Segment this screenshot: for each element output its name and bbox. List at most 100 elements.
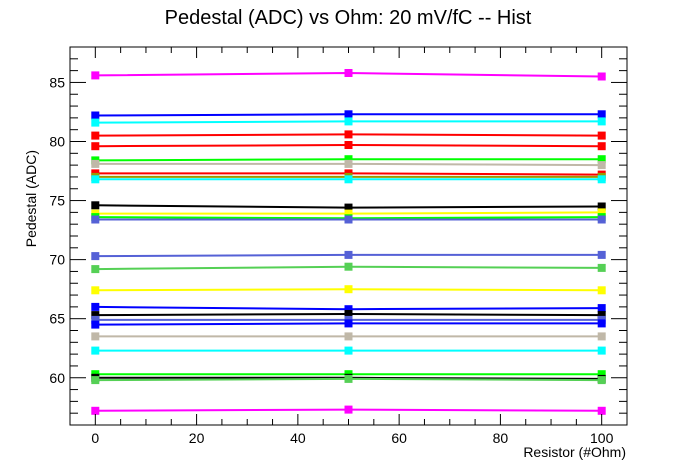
series-20-point-0 (91, 320, 100, 329)
series-11-point-2 (597, 208, 606, 217)
series-26-point-0 (91, 406, 100, 415)
series-26-point-2 (597, 406, 606, 415)
x-axis: 0 20 40 60 80 100 (69, 47, 628, 446)
x-tick-label: 0 (91, 430, 99, 446)
series-15-point-0 (91, 265, 100, 274)
series-25-point-1 (344, 374, 353, 383)
x-tick-label: 40 (290, 430, 306, 446)
series-6-point-2 (597, 161, 606, 170)
series-10-point-0 (91, 201, 100, 210)
x-tick-label: 60 (391, 430, 407, 446)
series-22-point-2 (597, 346, 606, 355)
series-0-point-1 (344, 69, 353, 77)
series-18-point-2 (597, 311, 606, 320)
series-9 (91, 175, 606, 184)
x-tick-label: 80 (493, 430, 509, 446)
series-14 (91, 250, 606, 261)
series-16-point-1 (344, 285, 353, 294)
series-13-point-0 (91, 215, 100, 224)
series-10-point-1 (344, 203, 353, 212)
series-5-point-2 (597, 155, 606, 164)
series-20 (91, 319, 606, 329)
y-tick-label: 80 (49, 134, 65, 150)
series-15-point-1 (344, 262, 353, 271)
series-9-point-0 (91, 175, 100, 184)
series-1-point-2 (597, 110, 606, 119)
x-tick-label: 20 (189, 430, 205, 446)
series-25-point-2 (597, 376, 606, 385)
y-tick-label: 65 (49, 311, 65, 327)
chart-title: Pedestal (ADC) vs Ohm: 20 mV/fC -- Hist (165, 7, 532, 29)
series-20-point-2 (597, 319, 606, 328)
series-2-point-0 (91, 118, 100, 127)
y-tick-label: 85 (49, 74, 65, 90)
series-2-point-1 (344, 117, 353, 126)
series-4 (91, 141, 606, 151)
series-17 (91, 302, 606, 314)
series-16 (91, 285, 606, 295)
series-2-point-2 (597, 117, 606, 126)
series-18 (91, 310, 606, 320)
x-tick-label: 100 (590, 430, 614, 446)
series-3-point-1 (344, 130, 353, 139)
series-19-point-0 (91, 315, 100, 324)
series-18-point-1 (344, 310, 353, 318)
y-tick-label: 60 (49, 370, 65, 386)
series-21-point-0 (91, 332, 100, 341)
series-10 (91, 201, 606, 212)
series-17-point-0 (91, 302, 100, 311)
series-9-point-2 (597, 175, 606, 184)
series-5-point-1 (344, 155, 353, 164)
series-21 (91, 332, 606, 341)
series-20-point-1 (344, 319, 353, 328)
series-3-point-2 (597, 131, 606, 140)
series-1-point-0 (91, 111, 100, 120)
series-9-point-1 (344, 175, 353, 184)
y-axis: 60 65 70 75 80 85 (49, 46, 627, 426)
series-22 (91, 346, 606, 355)
series-16-point-2 (597, 286, 606, 295)
x-axis-label: Resistor (#Ohm) (523, 444, 626, 460)
y-tick-label: 70 (49, 252, 65, 268)
series-15 (91, 262, 606, 274)
plot-frame (69, 46, 628, 426)
series-26 (91, 405, 606, 415)
y-axis-label: Pedestal (ADC) (23, 150, 39, 247)
series-13-point-2 (597, 215, 606, 224)
series-14-point-1 (344, 250, 353, 259)
series-23-point-2 (597, 370, 606, 379)
series-2 (91, 117, 606, 127)
series-17-point-1 (344, 305, 353, 314)
series-6-point-0 (91, 159, 100, 168)
series-6-point-1 (344, 159, 353, 168)
series-22-point-0 (91, 346, 100, 355)
series-1-point-1 (344, 110, 353, 119)
series-3 (91, 130, 606, 140)
series-10-point-2 (597, 202, 606, 211)
series-15-point-2 (597, 263, 606, 272)
series-4-point-0 (91, 142, 100, 151)
series-25-point-0 (91, 376, 100, 385)
series-3-point-0 (91, 131, 100, 140)
series-0-point-2 (597, 72, 606, 81)
series-18-point-0 (91, 311, 100, 320)
y-tick-label: 75 (49, 193, 65, 209)
series-11-point-1 (344, 209, 353, 218)
series-22-point-1 (344, 346, 353, 355)
series-layer (91, 69, 606, 415)
series-14-point-2 (597, 250, 606, 259)
series-14-point-0 (91, 252, 100, 261)
series-26-point-1 (344, 405, 353, 414)
series-21-point-2 (597, 332, 606, 341)
series-0-point-0 (91, 71, 100, 80)
series-21-point-1 (344, 332, 353, 341)
series-1 (91, 110, 606, 120)
series-4-point-1 (344, 141, 353, 149)
series-6 (91, 159, 606, 170)
series-13-point-1 (344, 215, 353, 224)
series-0 (91, 69, 606, 81)
series-25 (91, 374, 606, 385)
series-13 (91, 215, 606, 224)
